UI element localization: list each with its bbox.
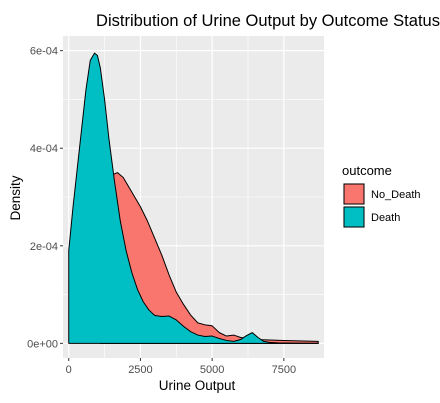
legend-label: Death bbox=[371, 212, 400, 224]
y-tick-label: 0e+00 bbox=[27, 338, 58, 350]
legend-swatch bbox=[343, 183, 365, 205]
legend-swatch bbox=[343, 206, 365, 228]
y-axis: 0e+00 2e-04 4e-04 6e-04 bbox=[27, 46, 63, 350]
x-axis-title: Urine Output bbox=[159, 378, 236, 393]
y-tick-label: 4e-04 bbox=[30, 143, 58, 155]
legend: outcome No_Death Death bbox=[342, 163, 421, 228]
legend-label: No_Death bbox=[371, 189, 421, 201]
density-area-no-death bbox=[99, 172, 319, 344]
x-tick-label: 2500 bbox=[128, 364, 152, 376]
y-axis-title: Density bbox=[8, 175, 23, 220]
y-tick-label: 6e-04 bbox=[30, 46, 58, 58]
x-axis: 0 2500 5000 7500 bbox=[66, 358, 296, 376]
density-area-death bbox=[68, 52, 319, 344]
density-areas bbox=[68, 52, 319, 344]
legend-title: outcome bbox=[342, 163, 392, 178]
x-tick-label: 0 bbox=[66, 364, 72, 376]
x-tick-label: 7500 bbox=[272, 364, 296, 376]
x-tick-label: 5000 bbox=[200, 364, 224, 376]
y-tick-label: 2e-04 bbox=[30, 241, 58, 253]
chart-title: Distribution of Urine Output by Outcome … bbox=[96, 12, 440, 30]
